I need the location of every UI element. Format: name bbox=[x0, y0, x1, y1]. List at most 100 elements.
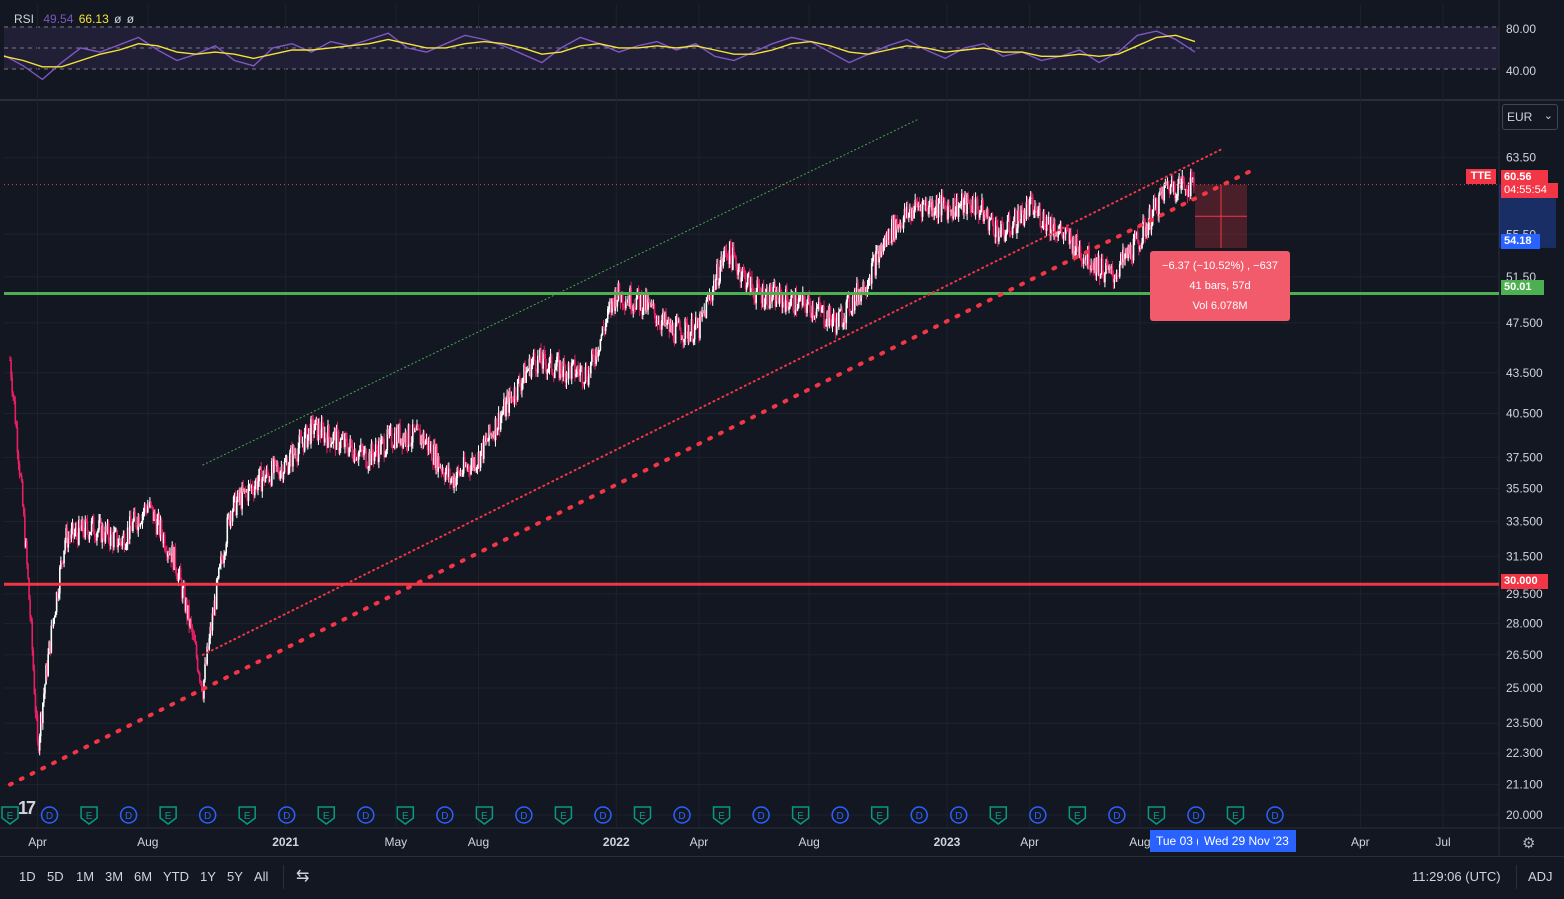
time-tick-label: Jul bbox=[1435, 835, 1450, 849]
candle-body bbox=[1086, 256, 1088, 265]
candle-body bbox=[1061, 231, 1064, 239]
earnings-marker[interactable] bbox=[1, 806, 19, 825]
candle-body bbox=[1089, 268, 1091, 271]
rsi-legend[interactable]: RSI 49.54 66.13 ø ø bbox=[14, 12, 134, 26]
dividend-marker[interactable] bbox=[277, 806, 296, 824]
timeframe-3m[interactable]: 3M bbox=[105, 869, 124, 884]
settings-gear-icon[interactable]: ⚙ bbox=[1522, 835, 1536, 852]
candle-body bbox=[1127, 246, 1130, 259]
trendline[interactable] bbox=[202, 118, 920, 466]
candle-body bbox=[395, 433, 397, 448]
dividend-marker[interactable] bbox=[910, 806, 928, 824]
dividend-marker[interactable] bbox=[436, 806, 454, 824]
candle-body bbox=[687, 331, 690, 339]
candle-body bbox=[640, 294, 643, 315]
date-range-icon[interactable]: ⇆ bbox=[296, 868, 310, 885]
candle-body bbox=[511, 396, 514, 402]
candle-body bbox=[428, 441, 431, 452]
earnings-marker[interactable] bbox=[396, 806, 415, 825]
candle-body bbox=[692, 339, 695, 343]
candle-body bbox=[210, 626, 213, 631]
dividend-marker[interactable] bbox=[752, 806, 770, 824]
price-tick-label: 63.50 bbox=[1506, 151, 1536, 165]
candle-body bbox=[218, 567, 220, 578]
price-axis[interactable]: 63.5055.5051.5047.50043.50040.50037.5003… bbox=[1506, 151, 1543, 822]
candle-body bbox=[680, 330, 682, 340]
adj-toggle[interactable]: ADJ bbox=[1528, 869, 1553, 884]
candle-body bbox=[452, 476, 454, 488]
earnings-marker[interactable] bbox=[1147, 806, 1166, 825]
tradingview-logo[interactable]: 17 bbox=[18, 798, 36, 818]
candle-body bbox=[753, 290, 755, 300]
candle-body bbox=[123, 533, 126, 550]
timeframe-ytd[interactable]: YTD bbox=[163, 869, 189, 884]
candle-body bbox=[900, 222, 903, 227]
dividend-marker[interactable] bbox=[119, 806, 138, 824]
trendline[interactable] bbox=[8, 169, 1253, 787]
earnings-marker[interactable] bbox=[633, 806, 652, 825]
earnings-marker[interactable] bbox=[554, 806, 573, 825]
candle-body bbox=[975, 197, 978, 200]
earnings-marker[interactable] bbox=[870, 806, 889, 825]
trendline[interactable] bbox=[201, 147, 1224, 656]
candle-body bbox=[233, 493, 236, 497]
candle-body bbox=[736, 266, 738, 275]
event-marker-label: E bbox=[876, 811, 883, 822]
clock[interactable]: 11:29:06 (UTC) bbox=[1412, 869, 1501, 884]
earnings-marker[interactable] bbox=[317, 806, 335, 825]
dividend-marker[interactable] bbox=[515, 806, 533, 824]
timeframe-5d[interactable]: 5D bbox=[47, 869, 64, 884]
candle-body bbox=[424, 441, 427, 445]
candle-body bbox=[1080, 259, 1083, 261]
earnings-marker[interactable] bbox=[989, 806, 1008, 825]
timeframe-5y[interactable]: 5Y bbox=[227, 869, 243, 884]
earnings-marker[interactable] bbox=[80, 806, 98, 825]
dividend-marker[interactable] bbox=[198, 806, 217, 824]
candle-body bbox=[679, 320, 681, 331]
timeframe-1m[interactable]: 1M bbox=[76, 869, 95, 884]
dividend-marker[interactable] bbox=[1187, 806, 1205, 824]
currency-selector[interactable]: EUR ⌄ bbox=[1502, 104, 1558, 130]
candle-body bbox=[373, 452, 376, 461]
candle-body bbox=[784, 302, 786, 312]
timeframe-1y[interactable]: 1Y bbox=[200, 869, 216, 884]
dividend-marker[interactable] bbox=[594, 806, 612, 824]
candle-body bbox=[814, 315, 817, 317]
dividend-marker[interactable] bbox=[1108, 806, 1126, 824]
earnings-marker[interactable] bbox=[712, 806, 731, 825]
candle-body bbox=[605, 318, 608, 323]
dividend-marker[interactable] bbox=[40, 806, 59, 824]
earnings-marker[interactable] bbox=[791, 806, 810, 825]
candle-body bbox=[435, 446, 437, 468]
earnings-marker[interactable] bbox=[238, 806, 256, 825]
dividend-marker[interactable] bbox=[1029, 806, 1047, 824]
candle-body bbox=[265, 468, 268, 477]
earnings-marker[interactable] bbox=[1068, 806, 1087, 825]
candle-body bbox=[928, 205, 930, 215]
candle-body bbox=[459, 471, 462, 476]
time-axis[interactable]: Apr Aug 2021 May Aug 2022 Apr Aug 2023 Apr Aug Apr J… bbox=[28, 835, 1450, 849]
timeframe-1d[interactable]: 1D bbox=[19, 869, 36, 884]
dividend-marker[interactable] bbox=[673, 806, 691, 824]
earnings-marker[interactable] bbox=[159, 806, 177, 825]
earnings-marker[interactable] bbox=[1226, 806, 1245, 825]
dividend-marker[interactable] bbox=[831, 806, 849, 824]
timeframe-all[interactable]: All bbox=[254, 869, 269, 884]
drawings[interactable] bbox=[4, 118, 1556, 787]
dividend-marker[interactable] bbox=[950, 806, 968, 824]
candle-body bbox=[650, 302, 653, 307]
chart-canvas[interactable]: 63.5055.5051.5047.50043.50040.50037.5003… bbox=[0, 0, 1564, 856]
candle-body bbox=[18, 463, 21, 475]
candle-body bbox=[674, 322, 677, 344]
candle-body bbox=[1145, 227, 1148, 237]
dividend-marker[interactable] bbox=[357, 806, 375, 824]
candle-body bbox=[371, 443, 374, 455]
candle-body bbox=[489, 424, 491, 435]
timeframe-6m[interactable]: 6M bbox=[134, 869, 153, 884]
earnings-marker[interactable] bbox=[475, 806, 494, 825]
candle-body bbox=[251, 485, 254, 492]
dividend-marker[interactable] bbox=[1266, 806, 1284, 824]
candle-body bbox=[1065, 227, 1068, 231]
candle-body bbox=[185, 599, 187, 611]
